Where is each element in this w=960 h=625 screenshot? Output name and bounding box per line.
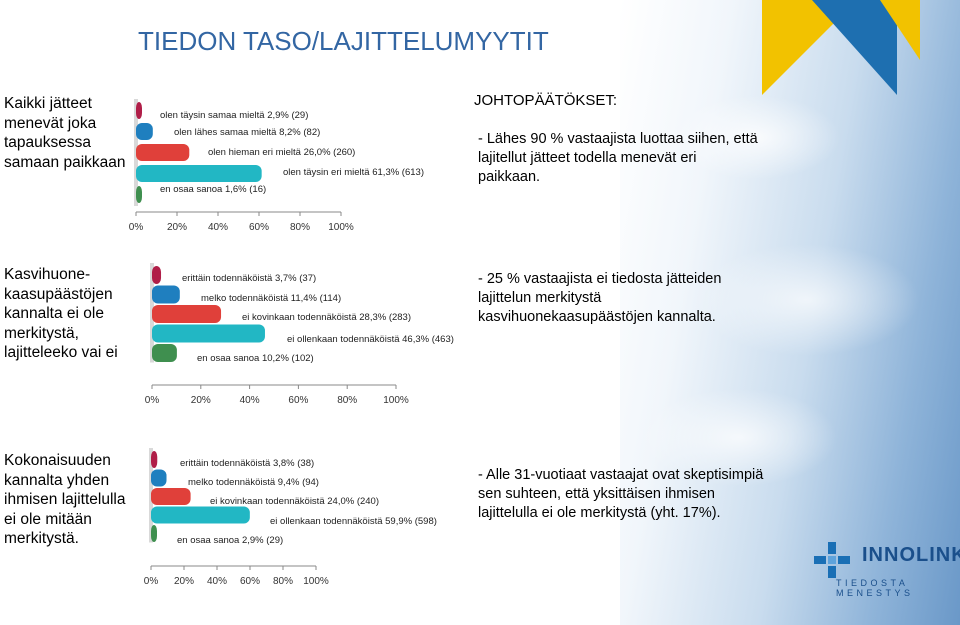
chart-2-bar-3 — [152, 305, 222, 323]
chart-2-data-label-2: melko todennäköistä 11,4% (114) — [201, 293, 341, 304]
chart-2-tick-label-6: 100% — [383, 395, 409, 406]
chart-3-bar-3 — [151, 488, 191, 505]
chart-1-tick-label-4: 60% — [249, 222, 269, 233]
chart-1-tick-label-5: 80% — [290, 222, 310, 233]
logo-wordmark: INNOLINK — [862, 544, 960, 566]
conclusions-heading: JOHTOPÄÄTÖKSET: — [474, 92, 618, 109]
chart-3-tick-label-1: 0% — [144, 576, 159, 587]
chart-1-tick-label-3: 40% — [208, 222, 228, 233]
chart-3-data-label-4: ei ollenkaan todennäköistä 59,9% (598) — [270, 516, 437, 527]
chart-3-bar-1 — [151, 451, 158, 468]
chart-1-bar-4 — [136, 165, 262, 182]
section-3-conclusion: - Alle 31-vuotiaat vastaajat ovat skepti… — [478, 467, 764, 521]
chart-1-data-label-2: olen lähes samaa mieltä 8,2% (82) — [174, 127, 320, 138]
chart-2-tick-label-4: 60% — [288, 395, 308, 406]
chart-1-bar-1 — [136, 102, 142, 119]
chart-3-tick-label-4: 60% — [240, 576, 260, 587]
section-1-conclusion: - Lähes 90 % vastaajista luottaa siihen,… — [478, 131, 758, 185]
sky-background — [620, 0, 960, 625]
innolink-logo-icon — [814, 542, 850, 578]
chart-3-bar-4 — [151, 506, 250, 524]
chart-3-tick-label-5: 80% — [273, 576, 293, 587]
chart-2-bar-2 — [152, 285, 180, 304]
section-2-label: Kasvihuone-kaasupäästöjen kannalta ei ol… — [4, 266, 118, 361]
chart-2-tick-label-3: 40% — [240, 395, 260, 406]
section-1-label: Kaikki jätteet menevät joka tapauksessa … — [4, 95, 126, 171]
section-3-label: Kokonaisuuden kannalta yhden ihmisen laj… — [4, 452, 126, 547]
chart-2-bar-1 — [152, 266, 162, 284]
chart-1-data-label-5: en osaa sanoa 1,6% (16) — [160, 184, 266, 195]
chart-1-tick-label-1: 0% — [129, 222, 144, 233]
chart-2-data-label-4: ei ollenkaan todennäköistä 46,3% (463) — [287, 334, 454, 345]
chart-1-data-label-1: olen täysin samaa mieltä 2,9% (29) — [160, 110, 308, 121]
chart-3-data-label-1: erittäin todennäköistä 3,8% (38) — [180, 458, 314, 469]
chart-3-bar-5 — [151, 525, 157, 542]
chart-3-tick-label-2: 20% — [174, 576, 194, 587]
chart-1-bar-3 — [136, 144, 190, 161]
chart-3-data-label-5: en osaa sanoa 2,9% (29) — [177, 535, 283, 546]
section-2-conclusion: - 25 % vastaajista ei tiedosta jätteiden… — [478, 271, 722, 325]
chart-3-tick-label-3: 40% — [207, 576, 227, 587]
chart-3-data-label-3: ei kovinkaan todennäköistä 24,0% (240) — [210, 496, 379, 507]
chart-2-data-label-5: en osaa sanoa 10,2% (102) — [197, 353, 314, 364]
innolink-logo: INNOLINK TIEDOSTA MENESTYS — [812, 540, 960, 600]
chart-2-bar-4 — [152, 324, 265, 343]
chart-1-bar-2 — [136, 123, 153, 140]
chart-2-tick-label-2: 20% — [191, 395, 211, 406]
chart-1-tick-label-6: 100% — [328, 222, 354, 233]
chart-3-data-label-2: melko todennäköistä 9,4% (94) — [188, 477, 319, 488]
chart-2-data-label-3: ei kovinkaan todennäköistä 28,3% (283) — [242, 312, 411, 323]
chart-3-tick-label-6: 100% — [303, 576, 329, 587]
decor-yellow-triangle-small — [880, 0, 920, 60]
chart-1-bar-5 — [136, 186, 142, 203]
chart-2-tick-label-1: 0% — [145, 395, 160, 406]
page-title: TIEDON TASO/LAJITTELUMYYTIT — [138, 26, 549, 56]
chart-1-data-label-3: olen hieman eri mieltä 26,0% (260) — [208, 147, 355, 158]
chart-2-data-label-1: erittäin todennäköistä 3,7% (37) — [182, 273, 316, 284]
chart-2-bar-5 — [152, 344, 177, 362]
chart-3-bar-2 — [151, 469, 167, 487]
chart-2-tick-label-5: 80% — [337, 395, 357, 406]
chart-1-data-label-4: olen täysin eri mieltä 61,3% (613) — [283, 167, 424, 178]
logo-tagline: TIEDOSTA MENESTYS — [836, 578, 914, 598]
chart-1-tick-label-2: 20% — [167, 222, 187, 233]
